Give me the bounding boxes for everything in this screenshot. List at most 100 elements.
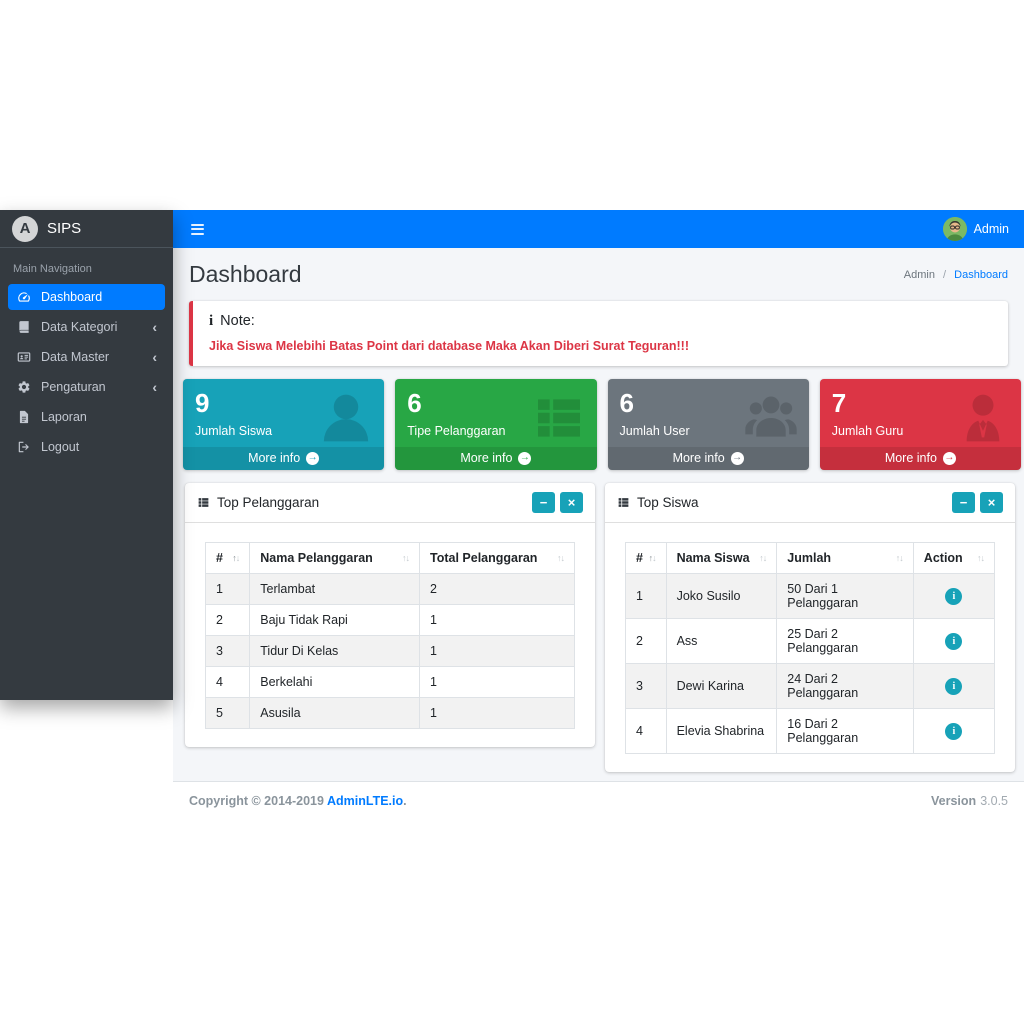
cell-action: i (912, 573, 996, 620)
sort-icon: ↑↓ (402, 553, 410, 564)
more-info-link[interactable]: More info → (607, 447, 809, 471)
minimize-button[interactable]: − (532, 492, 555, 514)
cell--: 2 (204, 604, 251, 637)
main-area: Admin Dashboard Admin / Dashboard i Note… (173, 210, 1024, 821)
book-icon (16, 320, 32, 334)
sidebar-section-header: Main Navigation (13, 263, 92, 275)
user-tie-icon (955, 390, 1011, 446)
more-info-link[interactable]: More info → (395, 447, 597, 471)
card-tools: − × (532, 492, 583, 514)
sidebar-item-label: Pengaturan (41, 380, 106, 394)
sort-icon: ↑↓ (648, 553, 657, 564)
column-header-total-pelanggaran[interactable]: Total Pelanggaran ↑↓ (419, 542, 575, 575)
card-title: Top Pelanggaran (197, 495, 319, 510)
copyright-text: Copyright © 2014-2019 (189, 794, 324, 809)
card-title-text: Top Pelanggaran (217, 495, 320, 511)
close-icon: × (987, 495, 996, 511)
close-button[interactable]: × (980, 492, 1003, 514)
row-info-button[interactable]: i (945, 722, 963, 740)
th-list-icon (198, 498, 209, 508)
arrow-circle-right-icon: → (730, 451, 744, 465)
column-header-nama-pelanggaran[interactable]: Nama Pelanggaran ↑↓ (249, 542, 420, 575)
info-circle-icon: i (952, 590, 956, 602)
sidebar-item-data-kategori[interactable]: Data Kategori ‹ (8, 314, 165, 340)
chevron-left-icon: ‹ (152, 379, 157, 395)
more-info-label: More info (248, 451, 301, 466)
file-icon (16, 410, 32, 424)
cell-nama-siswa: Elevia Shabrina (665, 708, 778, 755)
cell-nama-siswa: Joko Susilo (665, 573, 778, 620)
cell-jumlah: 24 Dari 2 Pelanggaran (776, 663, 914, 710)
hamburger-icon[interactable] (188, 220, 207, 239)
th-list-icon (618, 498, 629, 508)
sidebar-item-pengaturan[interactable]: Pengaturan ‹ (8, 374, 165, 400)
info-circle-icon: i (952, 635, 956, 647)
cell-nama-pelanggaran: Terlambat (249, 573, 420, 606)
cell--: 1 (204, 573, 251, 606)
table-row: 1 Joko Susilo 50 Dari 1 Pelanggaran i (625, 573, 996, 620)
arrow-circle-right-icon: → (942, 451, 956, 465)
more-info-label: More info (672, 451, 725, 466)
table-row: 3 Dewi Karina 24 Dari 2 Pelanggaran i (625, 663, 996, 710)
cell--: 5 (204, 697, 251, 730)
more-info-link[interactable]: More info → (183, 447, 385, 471)
column-header-jumlah[interactable]: Jumlah ↑↓ (776, 542, 914, 575)
row-info-button[interactable]: i (945, 632, 963, 650)
adminlte-link[interactable]: AdminLTE.io (326, 794, 404, 809)
brand[interactable]: A SIPS (0, 210, 173, 248)
column-header-nama-siswa[interactable]: Nama Siswa ↑↓ (665, 542, 778, 575)
sidebar-item-data-master[interactable]: Data Master ‹ (8, 344, 165, 370)
app-logo-icon: A (12, 215, 38, 242)
info-box-jumlah-siswa: 9 Jumlah Siswa More info → (183, 379, 385, 471)
sidebar-item-label: Dashboard (41, 290, 103, 304)
column-header--[interactable]: # ↑↓ (625, 542, 667, 575)
top-siswa-table: # ↑↓ Nama Siswa ↑↓ Jumlah ↑↓ Action ↑↓ 1 Joko Su… (625, 542, 996, 755)
th-list-icon (531, 390, 587, 446)
more-info-label: More info (884, 451, 937, 466)
row-info-button[interactable]: i (945, 587, 963, 605)
column-header-action[interactable]: Action ↑↓ (912, 542, 996, 575)
arrow-circle-right-icon: → (518, 451, 532, 465)
info-box-value: 6 (407, 388, 422, 418)
column-header--[interactable]: # ↑↓ (204, 542, 251, 575)
table-row: 2 Ass 25 Dari 2 Pelanggaran i (625, 618, 996, 665)
row-info-button[interactable]: i (945, 677, 963, 695)
card-tools: − × (952, 492, 1003, 514)
cell-total-pelanggaran: 1 (419, 697, 575, 730)
close-button[interactable]: × (560, 492, 583, 514)
footer-copyright: Copyright © 2014-2019 AdminLTE.io. (189, 794, 407, 808)
table-row: 5 Asusila 1 (204, 697, 575, 730)
sidebar-item-logout[interactable]: Logout (8, 434, 165, 460)
cell-action: i (912, 663, 996, 710)
cell-nama-pelanggaran: Baju Tidak Rapi (249, 604, 420, 637)
sidebar-item-dashboard[interactable]: Dashboard (8, 284, 165, 310)
table-row: 1 Terlambat 2 (204, 573, 575, 606)
chevron-left-icon: ‹ (152, 319, 157, 335)
info-circle-icon: i (952, 725, 956, 737)
more-info-link[interactable]: More info → (819, 447, 1021, 471)
info-box-body: 9 Jumlah Siswa (183, 379, 384, 447)
info-box-jumlah-user: 6 Jumlah User More info → (607, 379, 809, 471)
sidebar-nav: Dashboard Data Kategori ‹ Data Master ‹ Pe… (8, 284, 165, 460)
sidebar-item-label: Data Master (41, 350, 110, 364)
cell-total-pelanggaran: 1 (419, 666, 575, 699)
sidebar-item-laporan[interactable]: Laporan (8, 404, 165, 430)
page-title: Dashboard (189, 261, 302, 287)
note-message: Jika Siswa Melebihi Batas Point dari dat… (209, 339, 689, 353)
sort-icon: ↑↓ (232, 553, 240, 564)
info-box-value: 9 (195, 388, 210, 418)
cell--: 3 (204, 635, 251, 668)
user-menu[interactable]: Admin (942, 217, 1009, 241)
table-row: 2 Baju Tidak Rapi 1 (204, 604, 575, 637)
footer-version: Version 3.0.5 (931, 794, 1008, 808)
chevron-left-icon: ‹ (152, 349, 157, 365)
table-row: 3 Tidur Di Kelas 1 (204, 635, 575, 668)
info-box-jumlah-guru: 7 Jumlah Guru More info → (819, 379, 1021, 471)
breadcrumb-parent[interactable]: Admin (903, 268, 935, 281)
cell-nama-siswa: Dewi Karina (665, 663, 778, 710)
minimize-button[interactable]: − (952, 492, 975, 514)
card-top-siswa: Top Siswa − × # ↑↓ Nama Siswa ↑↓ Jumlah ↑↓ Acti… (605, 483, 1015, 773)
note-title-text: Note: (220, 313, 255, 329)
breadcrumb-current[interactable]: Dashboard (954, 268, 1008, 281)
cell-jumlah: 16 Dari 2 Pelanggaran (776, 708, 914, 755)
